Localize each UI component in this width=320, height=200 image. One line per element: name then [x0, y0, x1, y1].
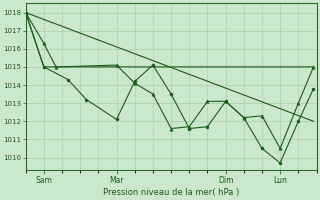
X-axis label: Pression niveau de la mer( hPa ): Pression niveau de la mer( hPa ) [103, 188, 239, 197]
